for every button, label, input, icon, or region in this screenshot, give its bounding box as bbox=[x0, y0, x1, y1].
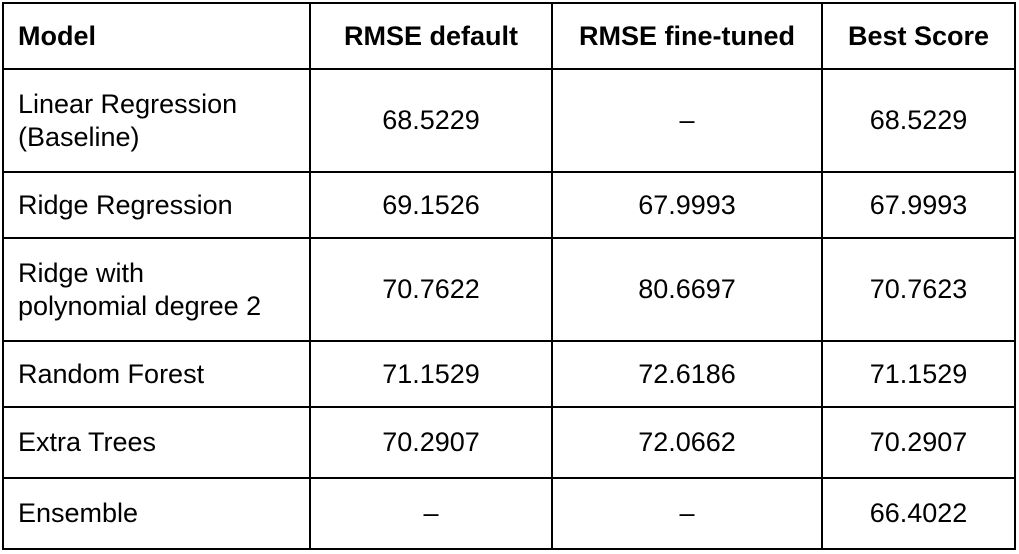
table-row: Linear Regression (Baseline) 68.5229 – 68… bbox=[2, 68, 1016, 173]
table-row: Ridge Regression 69.1526 67.9993 67.9993 bbox=[2, 171, 1016, 239]
best-score-cell: 67.9993 bbox=[821, 171, 1016, 239]
model-name: Ridge Regression bbox=[18, 189, 233, 220]
model-cell: Linear Regression (Baseline) bbox=[2, 68, 311, 173]
rmse-fine-tuned-cell: 80.6697 bbox=[551, 237, 823, 342]
model-cell: Ridge with polynomial degree 2 bbox=[2, 237, 311, 342]
best-score-cell: 66.4022 bbox=[821, 477, 1016, 550]
model-cell: Extra Trees bbox=[2, 406, 311, 479]
model-cell: Random Forest bbox=[2, 340, 311, 408]
model-name: Ridge with bbox=[18, 257, 145, 288]
best-score-cell: 70.2907 bbox=[821, 406, 1016, 479]
rmse-fine-tuned-cell: 72.0662 bbox=[551, 406, 823, 479]
model-name: Linear Regression bbox=[18, 88, 238, 119]
rmse-default-cell: 68.5229 bbox=[309, 68, 553, 173]
model-name: Ensemble bbox=[18, 498, 139, 528]
table-row: Ensemble – – 66.4022 bbox=[2, 477, 1016, 550]
best-score-cell: 70.7623 bbox=[821, 237, 1016, 342]
rmse-default-cell: 69.1526 bbox=[309, 171, 553, 239]
model-name-line2: polynomial degree 2 bbox=[18, 290, 262, 321]
rmse-default-cell: 70.2907 bbox=[309, 406, 553, 479]
rmse-fine-tuned-cell: – bbox=[551, 68, 823, 173]
rmse-default-cell: 70.7622 bbox=[309, 237, 553, 342]
table-row: Random Forest 71.1529 72.6186 71.1529 bbox=[2, 340, 1016, 408]
header-rmse-fine-tuned: RMSE fine-tuned bbox=[551, 2, 823, 70]
model-name: Random Forest bbox=[18, 358, 205, 389]
table-row: Ridge with polynomial degree 2 70.7622 80… bbox=[2, 237, 1016, 342]
model-cell: Ridge Regression bbox=[2, 171, 311, 239]
rmse-default-cell: – bbox=[309, 477, 553, 550]
header-model: Model bbox=[2, 2, 311, 70]
rmse-fine-tuned-cell: 67.9993 bbox=[551, 171, 823, 239]
header-rmse-default: RMSE default bbox=[309, 2, 553, 70]
header-row: Model RMSE default RMSE fine-tuned Best … bbox=[2, 2, 1016, 70]
model-name: Extra Trees bbox=[18, 427, 157, 457]
rmse-fine-tuned-cell: 72.6186 bbox=[551, 340, 823, 408]
best-score-cell: 68.5229 bbox=[821, 68, 1016, 173]
table-row: Extra Trees 70.2907 72.0662 70.2907 bbox=[2, 406, 1016, 479]
model-cell: Ensemble bbox=[2, 477, 311, 550]
rmse-default-cell: 71.1529 bbox=[309, 340, 553, 408]
best-score-cell: 71.1529 bbox=[821, 340, 1016, 408]
rmse-fine-tuned-cell: – bbox=[551, 477, 823, 550]
header-best-score: Best Score bbox=[821, 2, 1016, 70]
model-name-line2: (Baseline) bbox=[18, 121, 140, 152]
